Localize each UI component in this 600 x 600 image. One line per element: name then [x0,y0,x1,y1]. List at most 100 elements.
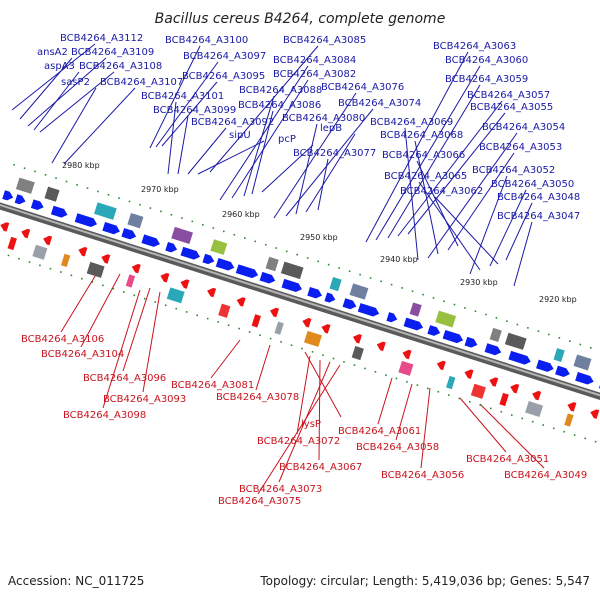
callout-line-forward [39,71,115,133]
forward-gene-arrow [202,253,215,265]
forward-gene-label: BCB4264_A3092 [191,117,274,128]
track-dot [343,361,345,363]
track-dot [23,167,26,169]
forward-gene-arrow [307,287,322,299]
forward-gene-label: BCB4264_A3095 [182,71,265,82]
forward-feature-box [280,261,304,280]
callout-line-reverse [459,397,507,453]
track-dot [181,217,183,219]
forward-gene-label: BCB4264_A3108 [79,61,162,72]
track-dot [516,323,519,326]
callout-line-forward [285,108,374,217]
forward-feature-box [127,212,144,229]
reverse-feature-box [32,244,48,260]
forward-feature-box [210,239,228,255]
callout-line-forward [414,140,439,255]
track-dot [264,243,267,246]
track-dot [432,297,435,299]
forward-gene-label: BCB4264_A3053 [479,142,562,153]
track-dot [154,301,157,303]
reverse-feature-box [564,413,574,427]
callout-line-forward [243,95,275,197]
reverse-feature-box [7,236,17,251]
track-dot [227,324,230,327]
track-dot [217,321,219,323]
forward-gene-label: BCB4264_A3068 [380,130,463,141]
track-dot [411,290,414,293]
forward-gene-label: BCB4264_A3047 [497,211,580,222]
forward-gene-arrow [386,312,398,323]
track-dot [275,247,278,249]
kbp-tick-label: 2930 kbp [460,278,498,287]
gene-tracks [0,177,600,427]
forward-gene-label: BCB4264_A3048 [497,192,580,203]
track-dot [353,364,356,366]
track-dot [206,317,209,320]
callout-line-forward [505,202,533,261]
track-dot [506,320,508,322]
track-dot [563,430,565,433]
track-dot [385,374,387,376]
callout-line-forward [161,81,218,147]
reverse-gene-arrow [436,360,446,371]
callout-line-forward [197,140,265,175]
track-dot [437,390,440,393]
track-dot [584,437,586,440]
forward-gene-arrow [74,213,98,227]
forward-gene-arrow [555,365,570,377]
forward-gene-label: BCB4264_A3060 [445,55,528,66]
reverse-gene-arrow [532,390,542,401]
forward-gene-arrow [357,303,380,317]
forward-gene-label: BCB4264_A3057 [467,90,550,101]
reverse-gene-arrow [160,272,170,283]
track-dot [97,190,99,193]
forward-gene-arrow [215,258,235,271]
reverse-feature-box [125,274,136,288]
forward-gene-arrow [121,228,137,240]
callout-line-forward [177,115,189,175]
forward-gene-label: BCB4264_A3080 [282,113,365,124]
forward-gene-label: BCB4264_A3100 [165,35,248,46]
reverse-gene-label: BCB4264_A3058 [356,442,439,453]
forward-feature-box [553,348,565,362]
forward-gene-label: BCB4264_A3055 [470,102,553,113]
reverse-gene-arrow [352,334,362,344]
reverse-feature-box [60,253,71,268]
topology-summary: Topology: circular; Length: 5,419,036 bp… [260,574,590,588]
track-dot [34,170,36,173]
callout-line-forward [489,189,527,267]
callout-line-forward [295,123,318,215]
genome-title: Bacillus cereus B4264, complete genome [155,11,446,27]
callout-line-forward [33,71,80,131]
track-dot [479,404,482,406]
forward-gene-arrow [14,194,26,205]
forward-gene-label: BCB4264_A3052 [472,165,555,176]
reverse-gene-label: BCB4264_A3061 [338,426,421,437]
track-dot [453,303,456,306]
reverse-gene-arrow [131,263,141,274]
forward-gene-label: BCB4264_A3101 [141,91,224,102]
track-dot [44,174,47,176]
forward-feature-box [504,332,527,350]
reverse-gene-arrow [78,246,88,257]
track-dot [558,337,561,339]
callout-line-forward [231,79,309,199]
track-dot [348,270,351,273]
track-dot [185,311,188,313]
track-dot [175,307,178,310]
track-dot [202,223,204,226]
forward-gene-label: BCB4264_A3050 [491,179,574,190]
track-dot [149,207,152,209]
track-dot [374,371,377,373]
reverse-gene-label: BCB4264_A3067 [279,462,362,473]
track-dot [223,230,225,233]
reverse-gene-label: BCB4264_A3104 [41,349,124,360]
reverse-gene-arrow [180,279,190,289]
track-dot [128,200,131,203]
track-dot [259,334,261,337]
genome-backbone-highlight [0,203,600,397]
track-dot [164,304,167,307]
callout-line-reverse [296,355,311,435]
callout-line-forward [416,160,459,247]
track-dot [18,257,20,260]
